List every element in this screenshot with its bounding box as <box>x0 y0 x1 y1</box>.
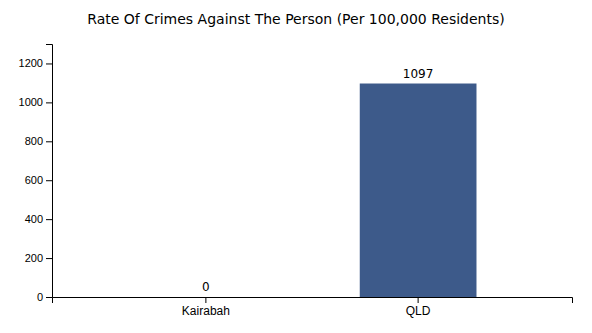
y-tick-mark <box>46 141 52 142</box>
x-tick-label: Kairabah <box>182 304 230 318</box>
x-tick-label: QLD <box>406 304 431 318</box>
y-axis-line <box>46 45 53 298</box>
data-labels: 0 1097 <box>202 67 433 294</box>
y-tick-label: 800 <box>25 135 43 147</box>
y-tick: 1200 <box>19 57 52 69</box>
y-tick: 800 <box>25 135 52 147</box>
y-tick-label: 0 <box>37 291 43 303</box>
chart: Rate Of Crimes Against The Person (Per 1… <box>0 0 592 333</box>
x-tick-mark <box>205 297 206 303</box>
y-tick: 1000 <box>19 96 52 108</box>
y-tick-mark <box>46 63 52 64</box>
y-tick: 0 <box>37 291 52 303</box>
x-axis: Kairabah QLD <box>53 297 573 318</box>
bar <box>360 84 477 297</box>
y-tick-mark <box>46 297 52 298</box>
bar <box>148 297 265 298</box>
y-axis: 0 200 400 600 800 1000 1200 <box>19 45 53 304</box>
y-tick: 200 <box>25 252 52 264</box>
x-tick-mark <box>418 297 419 303</box>
title: Rate Of Crimes Against The Person (Per 1… <box>87 11 504 27</box>
y-tick-label: 1200 <box>19 57 43 69</box>
bars <box>360 84 477 297</box>
y-tick-mark <box>46 180 52 181</box>
x-tick: Kairabah <box>182 297 230 318</box>
y-tick-mark <box>46 219 52 220</box>
data-label: 0 <box>202 280 210 294</box>
y-tick-mark <box>46 102 52 103</box>
y-tick: 400 <box>25 213 52 225</box>
x-axis-line <box>53 298 573 304</box>
y-tick-label: 200 <box>25 252 43 264</box>
y-tick-label: 600 <box>25 174 43 186</box>
data-label: 1097 <box>403 67 434 81</box>
y-tick: 600 <box>25 174 52 186</box>
x-tick: QLD <box>406 297 431 318</box>
plot: 0 200 400 600 800 1000 1200 Kairabah QLD 0 1097 <box>19 45 573 318</box>
y-tick-label: 400 <box>25 213 43 225</box>
y-tick-label: 1000 <box>19 96 43 108</box>
y-tick-mark <box>46 258 52 259</box>
